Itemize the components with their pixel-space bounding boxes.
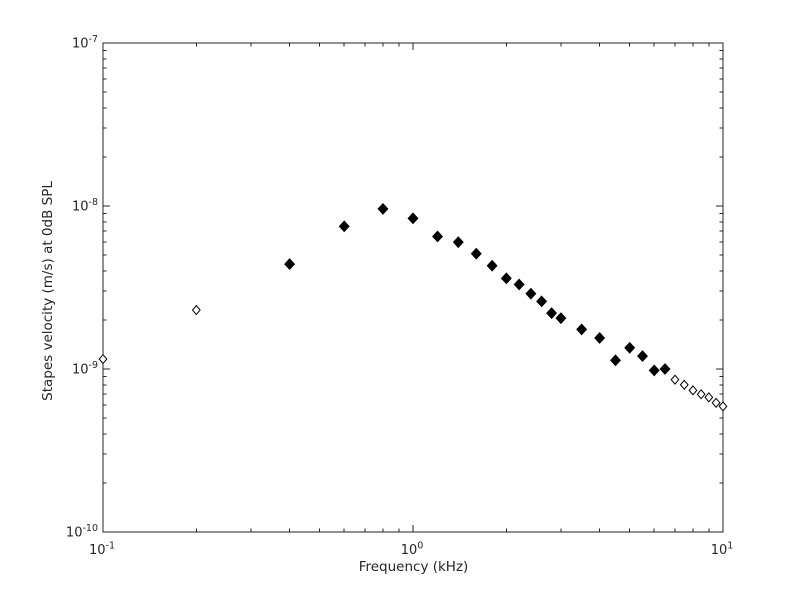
y-tick-label: 10-10 <box>66 523 98 541</box>
data-point-marker-stapes-velocity-filled-diamonds <box>500 272 512 285</box>
data-point-marker-stapes-velocity-open-diamonds <box>704 392 714 403</box>
data-point-marker-stapes-velocity-filled-diamonds <box>555 312 567 325</box>
data-point-marker-stapes-velocity-filled-diamonds <box>536 295 548 308</box>
y-tick-label: 10-8 <box>72 197 98 215</box>
data-point-marker-stapes-velocity-filled-diamonds <box>610 354 621 367</box>
data-point-marker-stapes-velocity-filled-diamonds <box>648 364 660 377</box>
data-point-marker-stapes-velocity-open-diamonds <box>696 389 706 400</box>
data-point-marker-stapes-velocity-filled-diamonds <box>525 287 537 300</box>
data-point-marker-stapes-velocity-filled-diamonds <box>407 212 419 225</box>
data-point-marker-stapes-velocity-open-diamonds <box>191 304 201 316</box>
data-point-marker-stapes-velocity-filled-diamonds <box>377 202 389 215</box>
x-tick-label: 101 <box>711 541 734 559</box>
data-point-marker-stapes-velocity-open-diamonds <box>688 385 698 396</box>
x-axis-label: Frequency (kHz) <box>358 559 469 575</box>
data-point-marker-stapes-velocity-filled-diamonds <box>452 236 464 249</box>
y-axis-label: Stapes velocity (m/s) at 0dB SPL <box>40 181 56 401</box>
data-point-marker-stapes-velocity-open-diamonds <box>679 379 689 390</box>
data-point-marker-stapes-velocity-filled-diamonds <box>338 220 350 233</box>
data-point-marker-stapes-velocity-filled-diamonds <box>486 259 498 272</box>
data-point-marker-stapes-velocity-filled-diamonds <box>432 230 444 243</box>
x-tick-label: 10-1 <box>89 541 115 559</box>
data-point-marker-stapes-velocity-filled-diamonds <box>637 350 648 363</box>
data-point-marker-stapes-velocity-open-diamonds <box>98 353 108 365</box>
data-point-marker-stapes-velocity-filled-diamonds <box>576 323 588 336</box>
y-tick-label: 10-7 <box>72 34 98 52</box>
data-point-marker-stapes-velocity-filled-diamonds <box>470 247 482 260</box>
data-point-marker-stapes-velocity-filled-diamonds <box>513 278 525 291</box>
data-point-marker-stapes-velocity-filled-diamonds <box>546 307 558 320</box>
data-point-marker-stapes-velocity-open-diamonds <box>711 397 721 409</box>
plot-box <box>102 42 724 533</box>
data-point-marker-stapes-velocity-filled-diamonds <box>659 363 671 375</box>
data-point-marker-stapes-velocity-filled-diamonds <box>594 332 606 344</box>
y-tick-label: 10-9 <box>72 360 98 378</box>
data-point-marker-stapes-velocity-filled-diamonds <box>624 341 636 354</box>
data-point-marker-stapes-velocity-open-diamonds <box>670 374 680 385</box>
x-tick-label: 100 <box>401 541 424 559</box>
data-point-marker-stapes-velocity-filled-diamonds <box>284 258 296 271</box>
data-point-marker-stapes-velocity-open-diamonds <box>718 401 728 412</box>
